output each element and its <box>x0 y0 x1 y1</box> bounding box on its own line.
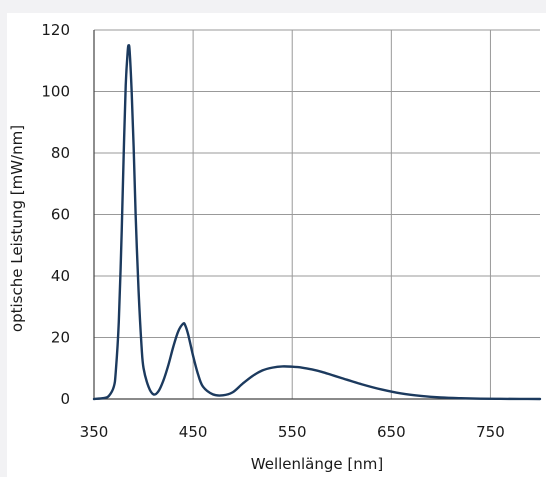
y-tick-label: 20 <box>51 329 70 347</box>
y-tick-label: 100 <box>41 83 70 101</box>
series-layer <box>92 44 542 401</box>
y-tick-label: 0 <box>60 390 70 408</box>
chart-background <box>7 13 546 477</box>
x-tick-labels: 350 450 550 650 750 <box>80 423 505 441</box>
y-tick-label: 40 <box>51 267 70 285</box>
x-tick-label: 450 <box>179 423 208 441</box>
y-tick-label: 80 <box>51 144 70 162</box>
x-tick-label: 350 <box>80 423 109 441</box>
x-tick-label: 550 <box>278 423 307 441</box>
spectrum-line <box>92 44 542 401</box>
y-tick-label: 120 <box>41 21 70 39</box>
y-tick-labels: 0 20 40 60 80 100 120 <box>41 21 70 408</box>
grid <box>94 29 540 399</box>
x-tick-label: 750 <box>476 423 505 441</box>
y-tick-label: 60 <box>51 206 70 224</box>
y-axis-label: optische Leistung [mW/nm] <box>8 125 26 332</box>
x-axis-label: Wellenlänge [nm] <box>251 455 383 473</box>
x-tick-label: 650 <box>377 423 406 441</box>
